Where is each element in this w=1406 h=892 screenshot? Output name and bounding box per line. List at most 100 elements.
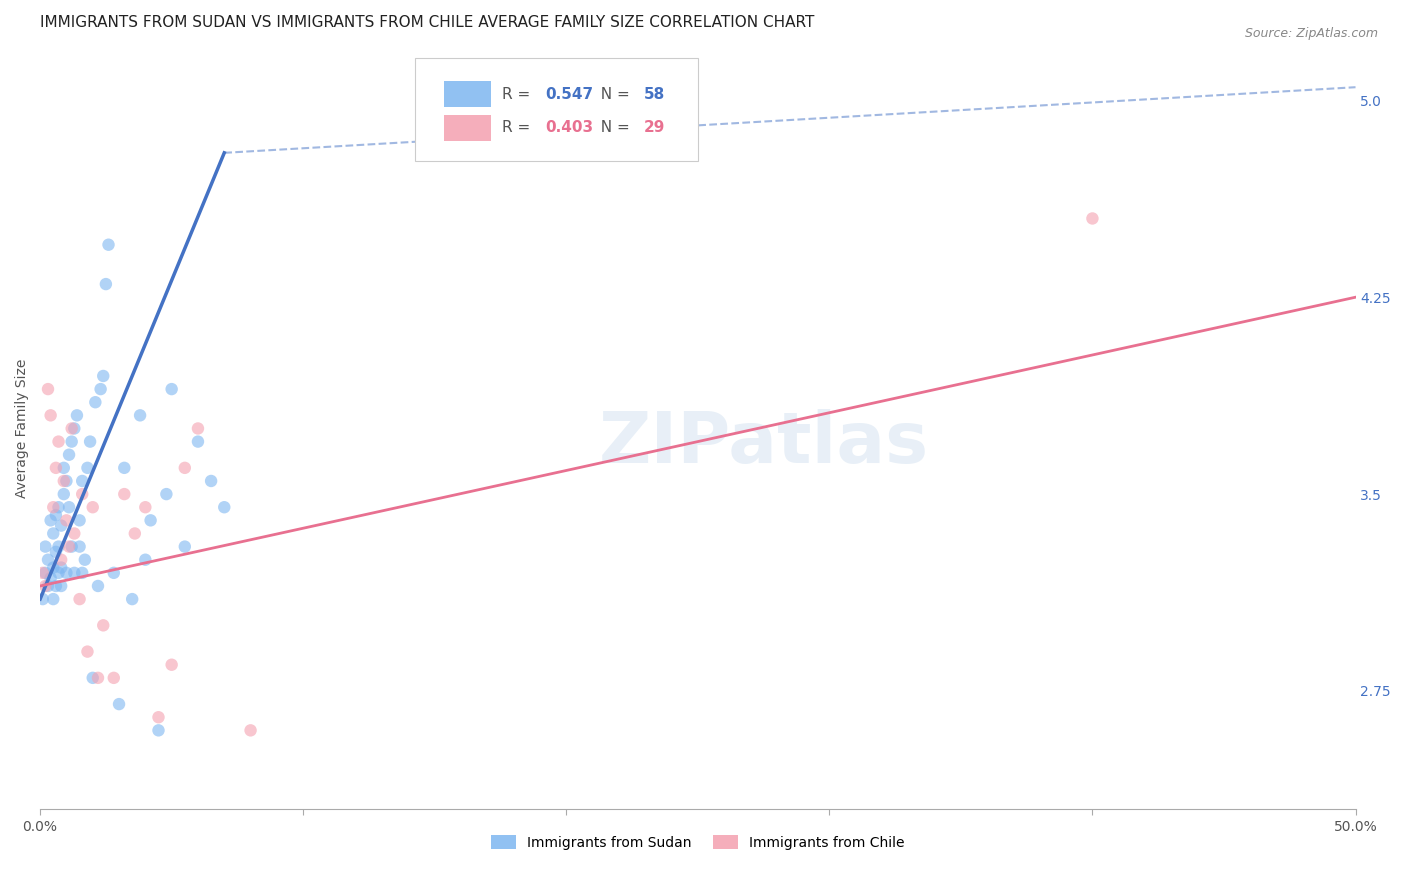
Point <box>63 526 86 541</box>
Point <box>45 508 67 522</box>
Point <box>155 487 177 501</box>
Point <box>31 592 53 607</box>
Point <box>87 671 110 685</box>
Point <box>103 671 125 685</box>
Text: Source: ZipAtlas.com: Source: ZipAtlas.com <box>1244 27 1378 40</box>
Point <box>129 409 152 423</box>
Text: IMMIGRANTS FROM SUDAN VS IMMIGRANTS FROM CHILE AVERAGE FAMILY SIZE CORRELATION C: IMMIGRANTS FROM SUDAN VS IMMIGRANTS FROM… <box>41 15 814 30</box>
Point <box>187 434 209 449</box>
Point <box>49 560 72 574</box>
Point <box>49 579 72 593</box>
Point <box>49 518 72 533</box>
Point <box>45 460 67 475</box>
Point <box>52 487 75 501</box>
Point <box>48 540 70 554</box>
Point <box>69 513 91 527</box>
Text: 58: 58 <box>644 87 665 102</box>
Point <box>76 644 98 658</box>
Point <box>45 579 67 593</box>
Point <box>1081 211 1104 226</box>
Point <box>60 434 83 449</box>
Point <box>63 421 86 435</box>
Point <box>108 697 131 711</box>
FancyBboxPatch shape <box>415 58 697 161</box>
Point <box>148 723 170 738</box>
Text: R =: R = <box>502 120 534 136</box>
Point <box>76 460 98 475</box>
Point <box>48 566 70 580</box>
Point <box>239 723 262 738</box>
Point <box>124 526 146 541</box>
Point <box>70 566 93 580</box>
Text: N =: N = <box>592 120 636 136</box>
Point <box>48 434 70 449</box>
Point <box>58 448 80 462</box>
Point <box>42 560 65 574</box>
Point <box>60 421 83 435</box>
Point <box>42 592 65 607</box>
Point <box>82 500 104 515</box>
Point <box>173 460 195 475</box>
Point <box>103 566 125 580</box>
Point <box>39 571 62 585</box>
Point <box>52 474 75 488</box>
Point <box>55 474 77 488</box>
Point <box>160 657 183 672</box>
Point <box>91 368 114 383</box>
Point <box>58 500 80 515</box>
Point <box>187 421 209 435</box>
Point <box>58 540 80 554</box>
Point <box>34 579 56 593</box>
Point <box>160 382 183 396</box>
Point <box>60 540 83 554</box>
Text: N =: N = <box>592 87 636 102</box>
Point <box>42 500 65 515</box>
Point <box>48 500 70 515</box>
Text: 0.403: 0.403 <box>546 120 593 136</box>
Point <box>55 513 77 527</box>
Point <box>69 592 91 607</box>
Point <box>34 566 56 580</box>
Point <box>82 671 104 685</box>
Point <box>70 474 93 488</box>
Point <box>134 500 156 515</box>
Point <box>200 474 222 488</box>
Point <box>97 237 120 252</box>
Point <box>39 409 62 423</box>
Point <box>63 566 86 580</box>
Point <box>112 460 135 475</box>
Point <box>173 540 195 554</box>
Point <box>49 552 72 566</box>
Point <box>87 579 110 593</box>
Point <box>37 552 59 566</box>
FancyBboxPatch shape <box>444 81 491 107</box>
Point <box>34 540 56 554</box>
Point <box>69 540 91 554</box>
Point <box>94 277 117 291</box>
Point <box>139 513 162 527</box>
Point <box>42 526 65 541</box>
Point <box>70 487 93 501</box>
Text: 0.547: 0.547 <box>546 87 593 102</box>
Text: R =: R = <box>502 87 534 102</box>
Y-axis label: Average Family Size: Average Family Size <box>15 359 30 498</box>
Point <box>39 513 62 527</box>
Point <box>90 382 112 396</box>
Point <box>91 618 114 632</box>
FancyBboxPatch shape <box>444 115 491 141</box>
Point <box>37 579 59 593</box>
Point <box>45 545 67 559</box>
Legend: Immigrants from Sudan, Immigrants from Chile: Immigrants from Sudan, Immigrants from C… <box>485 830 910 855</box>
Point <box>73 552 96 566</box>
Point <box>84 395 107 409</box>
Point <box>112 487 135 501</box>
Point <box>66 409 89 423</box>
Point <box>79 434 101 449</box>
Point <box>134 552 156 566</box>
Text: 29: 29 <box>644 120 665 136</box>
Point <box>121 592 143 607</box>
Point <box>37 382 59 396</box>
Point <box>31 566 53 580</box>
Point <box>55 566 77 580</box>
Text: ZIPatlas: ZIPatlas <box>599 409 928 478</box>
